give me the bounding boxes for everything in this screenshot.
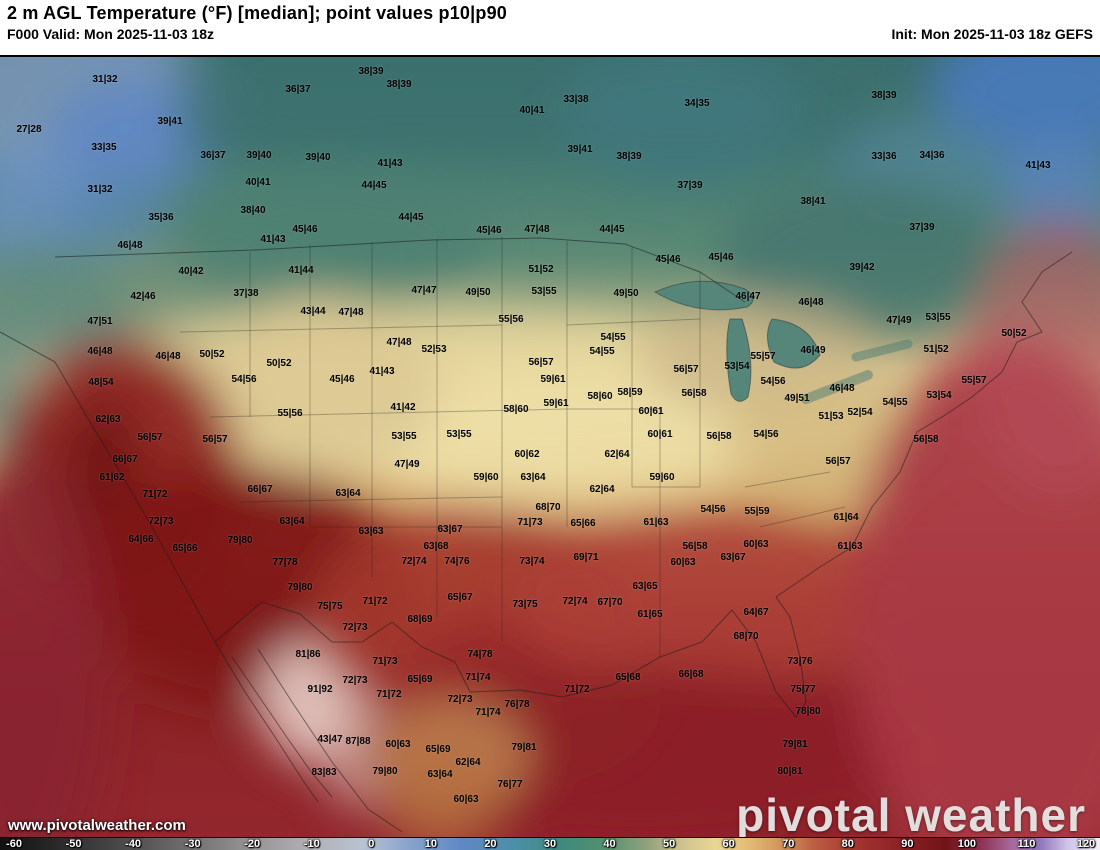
map-borders: [0, 237, 1073, 833]
map-title: 2 m AGL Temperature (°F) [median]; point…: [7, 3, 507, 23]
colorbar-tick-label: 100: [957, 838, 977, 850]
colorbar-tick-label: 10: [424, 838, 437, 850]
colorbar-tick-label: -10: [303, 838, 320, 850]
colorbar-tick-label: 30: [543, 838, 557, 850]
colorbar-tick-label: 40: [603, 838, 616, 850]
colorbar-tick-label: 90: [901, 838, 914, 850]
field-blobs: [0, 57, 1100, 837]
colorbar-tick-label: -30: [184, 838, 201, 850]
colorbar-ticks: -60 -50 -40 -30 -20 -10 0 10 20 30 40 50 60 70 80 90 100…: [0, 838, 1100, 850]
colorbar-tick-label: -20: [244, 838, 261, 850]
colorbar-tick-label: 110: [1017, 838, 1036, 850]
colorbar-tick-label: -40: [125, 838, 142, 850]
colorbar-tick-label: -60: [6, 838, 22, 850]
brand-watermark: pivotal weather: [736, 789, 1086, 841]
colorbar-tick-label: -50: [65, 838, 82, 850]
colorbar-tick-label: 0: [368, 838, 375, 850]
colorbar-tick-label: 60: [722, 838, 735, 850]
colorbar-gradient: [0, 838, 1100, 850]
valid-time-label: F000 Valid: Mon 2025-11-03 18z: [7, 26, 214, 42]
colorbar-tick-label: 50: [662, 838, 676, 850]
colorbar-tick-label: 80: [841, 838, 854, 850]
temperature-map[interactable]: [0, 55, 1100, 837]
map-header: 2 m AGL Temperature (°F) [median]; point…: [0, 0, 1100, 55]
site-url-watermark: www.pivotalweather.com: [8, 817, 186, 834]
temperature-field: [0, 57, 1100, 837]
great-lakes: [653, 280, 913, 404]
colorbar-tick-label: 20: [484, 838, 497, 850]
temperature-colorbar: -60 -50 -40 -30 -20 -10 0 10 20 30 40 50 60 70 80 90 100…: [0, 837, 1100, 850]
colorbar-tick-label: 70: [782, 838, 795, 850]
colorbar-tick-label: 120: [1076, 838, 1096, 850]
init-time-label: Init: Mon 2025-11-03 18z GEFS: [891, 26, 1093, 42]
